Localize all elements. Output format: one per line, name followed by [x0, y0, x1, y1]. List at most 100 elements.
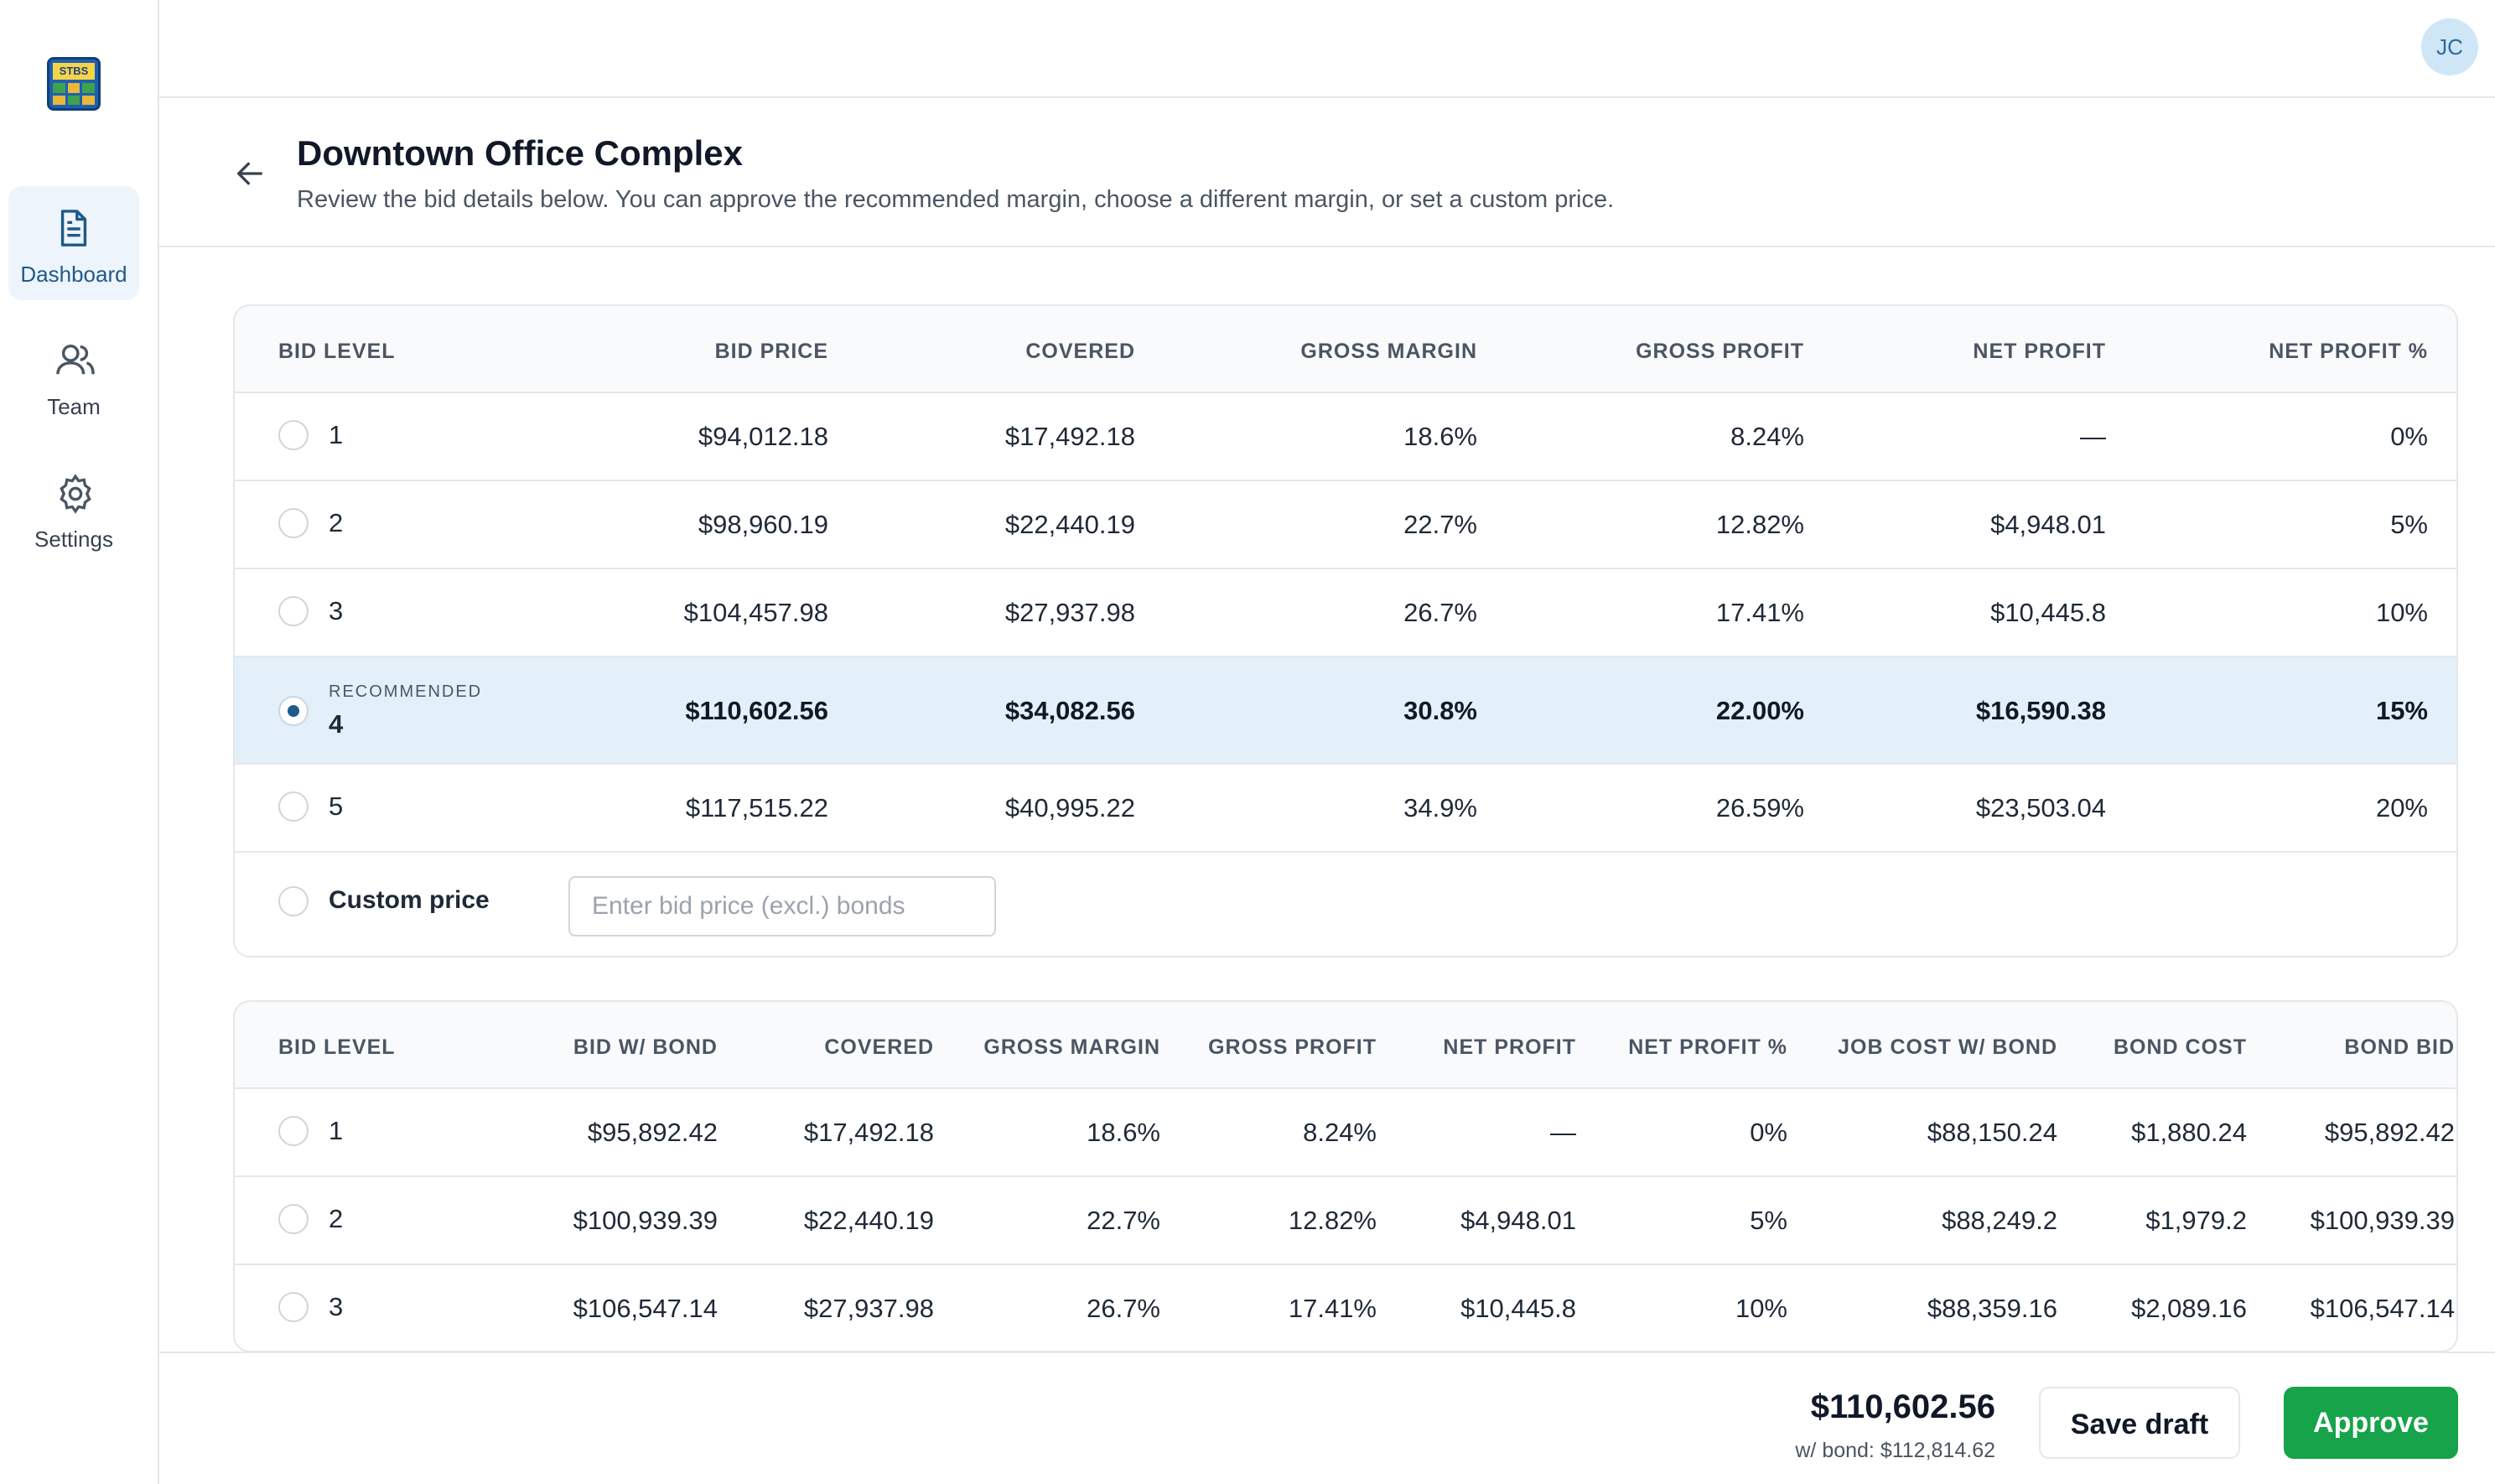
net-profit: $4,948.01 — [1990, 510, 2106, 539]
covered: $27,937.98 — [803, 1294, 934, 1323]
total-with-bond: w/ bond: $112,814.62 — [1795, 1439, 1995, 1462]
bid-price: $98,960.19 — [698, 510, 828, 539]
bond-bid: $100,939.39 — [2310, 1206, 2455, 1235]
radio-button[interactable] — [278, 1204, 309, 1234]
net-profit: — — [2080, 422, 2106, 451]
bond-cost: $1,880.24 — [2131, 1118, 2247, 1147]
net-profit-percent: 0% — [1750, 1118, 1787, 1147]
avatar[interactable]: JC — [2421, 18, 2478, 75]
recommended-badge: RECOMMENDED — [329, 682, 483, 701]
radio-button[interactable] — [278, 886, 309, 916]
bid-level: 4 — [329, 709, 344, 739]
net-profit: $23,503.04 — [1975, 793, 2106, 822]
gross-margin: 26.7% — [1087, 1294, 1160, 1323]
column-header: BOND BID — [2344, 1035, 2455, 1059]
column-header: BID PRICE — [714, 340, 828, 363]
bid-level: 5 — [329, 791, 344, 821]
gross-margin: 34.9% — [1403, 793, 1477, 822]
net-profit: $10,445.8 — [1460, 1294, 1576, 1323]
sidebar-item-settings[interactable]: Settings — [8, 451, 139, 565]
save-draft-button[interactable]: Save draft — [2039, 1387, 2240, 1459]
column-header: GROSS PROFIT — [1636, 340, 1804, 363]
gross-profit: 8.24% — [1730, 422, 1804, 451]
bond-bid: $95,892.42 — [2324, 1118, 2455, 1147]
gear-icon — [60, 474, 91, 514]
net-profit: — — [1550, 1118, 1576, 1147]
net-profit: $16,590.38 — [1975, 696, 2106, 725]
net-profit: $4,948.01 — [1460, 1206, 1576, 1235]
bid-price: $94,012.18 — [698, 422, 828, 451]
gross-profit: 8.24% — [1303, 1118, 1377, 1147]
covered: $22,440.19 — [1004, 510, 1135, 539]
sidebar-item-label: Dashboard — [20, 262, 127, 287]
gross-profit: 12.82% — [1715, 510, 1804, 539]
page-subtitle: Review the bid details below. You can ap… — [297, 186, 1615, 213]
custom-price-label: Custom price — [329, 886, 490, 914]
gross-profit: 12.82% — [1288, 1206, 1377, 1235]
bid-with-bond: $100,939.39 — [573, 1206, 718, 1235]
gross-margin: 26.7% — [1403, 598, 1477, 627]
radio-button[interactable] — [278, 791, 309, 822]
gross-margin: 22.7% — [1087, 1206, 1160, 1235]
sidebar-item-team[interactable]: Team — [8, 319, 139, 433]
covered: $34,082.56 — [1004, 696, 1135, 725]
table-row[interactable]: 2 $98,960.19 $22,440.19 22.7% 12.82% $4,… — [235, 481, 2456, 569]
table-row[interactable]: 5 $117,515.22 $40,995.22 34.9% 26.59% $2… — [235, 765, 2456, 853]
app-logo[interactable]: STBS — [47, 57, 101, 111]
job-cost-with-bond: $88,249.2 — [1942, 1206, 2057, 1235]
covered: $40,995.22 — [1004, 793, 1135, 822]
page-title: Downtown Office Complex — [297, 133, 744, 173]
sidebar-item-label: Settings — [34, 527, 113, 552]
bid-level: 1 — [329, 420, 344, 449]
approve-button[interactable]: Approve — [2284, 1387, 2458, 1459]
net-profit-percent: 5% — [2390, 510, 2428, 539]
table-row[interactable]: 3 $106,547.14 $27,937.98 26.7% 17.41% $1… — [235, 1265, 2456, 1351]
sidebar: STBS Dashboard Team Settings — [0, 0, 159, 1484]
column-header: NET PROFIT — [1973, 340, 2106, 363]
gross-profit: 22.00% — [1715, 696, 1804, 725]
bond-cost: $1,979.2 — [2145, 1206, 2247, 1235]
users-icon — [56, 344, 95, 375]
radio-button[interactable] — [278, 1292, 309, 1322]
bid-level: 2 — [329, 1204, 344, 1233]
covered: $17,492.18 — [1004, 422, 1135, 451]
gross-margin: 30.8% — [1403, 696, 1477, 725]
logo-text: STBS — [53, 63, 95, 80]
table-row[interactable]: 1 $94,012.18 $17,492.18 18.6% 8.24% — 0% — [235, 393, 2456, 481]
table-row[interactable]: 1 $95,892.42 $17,492.18 18.6% 8.24% — 0%… — [235, 1089, 2456, 1177]
job-cost-with-bond: $88,150.24 — [1927, 1118, 2057, 1147]
bid-price: $104,457.98 — [683, 598, 828, 627]
column-header: JOB COST W/ BOND — [1838, 1035, 2057, 1059]
top-bar: JC — [159, 0, 2495, 98]
table-row-recommended[interactable]: RECOMMENDED 4 $110,602.56 $34,082.56 30.… — [235, 657, 2456, 765]
sidebar-item-dashboard[interactable]: Dashboard — [8, 186, 139, 300]
table-row[interactable]: 2 $100,939.39 $22,440.19 22.7% 12.82% $4… — [235, 1177, 2456, 1265]
custom-price-input[interactable] — [568, 876, 996, 937]
covered: $27,937.98 — [1004, 598, 1135, 627]
radio-button-selected[interactable] — [278, 696, 309, 726]
column-header: GROSS MARGIN — [1300, 340, 1477, 363]
column-header: NET PROFIT % — [1628, 1035, 1787, 1059]
covered: $22,440.19 — [803, 1206, 934, 1235]
radio-button[interactable] — [278, 1116, 309, 1146]
back-arrow-icon[interactable] — [233, 157, 267, 190]
column-header: COVERED — [824, 1035, 934, 1059]
action-footer: $110,602.56 w/ bond: $112,814.62 Save dr… — [159, 1352, 2495, 1484]
gross-margin: 22.7% — [1403, 510, 1477, 539]
bid-level: 2 — [329, 508, 344, 537]
job-cost-with-bond: $88,359.16 — [1927, 1294, 2057, 1323]
bid-with-bond: $106,547.14 — [573, 1294, 718, 1323]
table-row[interactable]: 3 $104,457.98 $27,937.98 26.7% 17.41% $1… — [235, 569, 2456, 657]
covered: $17,492.18 — [803, 1118, 934, 1147]
radio-button[interactable] — [278, 420, 309, 450]
bid-level: 3 — [329, 596, 344, 625]
column-header: BID LEVEL — [278, 1035, 396, 1059]
table-header: BID LEVEL BID W/ BOND COVERED GROSS MARG… — [235, 1002, 2456, 1089]
net-profit-percent: 15% — [2375, 696, 2428, 725]
column-header: NET PROFIT % — [2269, 340, 2428, 363]
custom-price-row[interactable]: Custom price — [235, 853, 2456, 956]
net-profit-percent: 20% — [2375, 793, 2428, 822]
radio-button[interactable] — [278, 596, 309, 626]
radio-button[interactable] — [278, 508, 309, 538]
bid-price: $110,602.56 — [685, 696, 828, 725]
